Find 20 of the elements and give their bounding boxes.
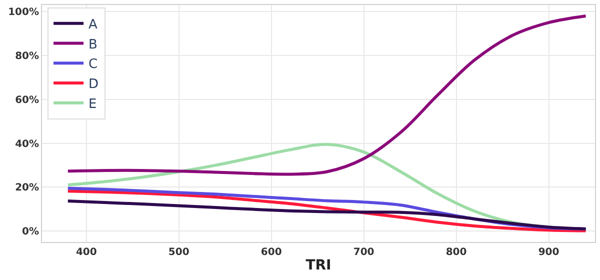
- legend-label: C: [88, 57, 98, 72]
- x-tick-label: 500: [168, 247, 190, 258]
- legend-label: D: [88, 77, 99, 92]
- x-tick-label: 900: [538, 247, 560, 258]
- legend-label: E: [88, 96, 97, 112]
- y-tick-label: 80%: [15, 50, 39, 62]
- y-tick-label: 40%: [15, 138, 39, 150]
- y-tick-label: 0%: [22, 226, 39, 238]
- line-series: [66, 14, 588, 176]
- legend-label: B: [88, 37, 98, 52]
- legend-label: A: [88, 17, 98, 32]
- x-tick-label: 400: [76, 247, 97, 258]
- x-tick-label: 600: [260, 247, 282, 258]
- line-series: [66, 199, 588, 230]
- y-tick-label: 20%: [15, 182, 39, 194]
- x-tick-label: 800: [446, 247, 467, 258]
- x-axis-title: TRI: [306, 257, 332, 274]
- y-tick-label: 100%: [8, 7, 39, 18]
- x-tick-label: 700: [353, 247, 374, 258]
- y-tick-label: 60%: [15, 94, 39, 106]
